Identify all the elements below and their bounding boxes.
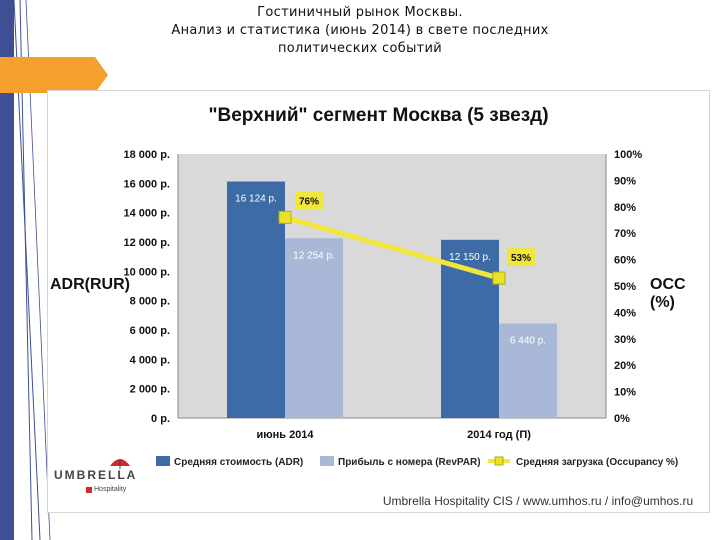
y-tick-label: 10 000 р. (124, 266, 170, 278)
occupancy-data-label: 76% (299, 196, 319, 207)
y-tick-label: 16 000 р. (124, 178, 170, 190)
chart-svg: 0 р. 2 000 р. 4 000 р. 6 000 р. 8 000 р. 10 0… (124, 149, 679, 468)
chart-title: "Верхний" сегмент Москва (5 звезд) (208, 105, 549, 126)
x-tick-label: июнь 2014 (256, 429, 314, 441)
logo-sub-mark (86, 487, 92, 493)
legend-swatch (320, 456, 334, 466)
bar-data-label: 12 254 р. (293, 250, 335, 261)
y2-tick-label: 80% (614, 202, 636, 214)
legend-label: Средняя загрузка (Occupancy %) (516, 457, 678, 468)
y-tick-label: 2 000 р. (130, 384, 170, 396)
umbrella-icon (110, 459, 130, 469)
bar-adr (227, 181, 285, 418)
y2-axis-title: OCC (%) (650, 276, 686, 311)
slide-title-line-1: Гостиничный рынок Москвы. (257, 5, 463, 20)
legend-label: Прибыль с номера (RevPAR) (338, 456, 481, 468)
y-tick-label: 18 000 р. (124, 149, 170, 161)
accent-tab (0, 57, 108, 93)
y2-tick-label: 60% (614, 255, 636, 267)
y-tick-label: 0 р. (151, 413, 170, 425)
x-tick-label: 2014 год (П) (467, 429, 531, 441)
company-logo: UMBRELLA Hospitality (54, 450, 144, 502)
bar-revpar (499, 323, 557, 418)
occupancy-label-box (295, 191, 323, 210)
y2-tick-label: 50% (614, 281, 636, 293)
y2-tick-label: 90% (614, 175, 636, 187)
y2-tick-label: 70% (614, 228, 636, 240)
occupancy-point (492, 271, 506, 285)
y-tick-label: 4 000 р. (130, 354, 170, 366)
y-tick-label: 14 000 р. (124, 208, 170, 220)
y2-tick-label: 40% (614, 307, 636, 319)
y-tick-label: 6 000 р. (130, 325, 170, 337)
bar-data-label: 12 150 р. (449, 252, 491, 263)
y2-tick-label: 100% (614, 149, 642, 161)
y2-tick-label: 0% (614, 413, 630, 425)
footer-contacts: Umbrella Hospitality CIS / www.umhos.ru … (382, 494, 694, 508)
y-tick-label: 12 000 р. (124, 237, 170, 249)
occupancy-line (284, 214, 500, 281)
occupancy-data-label: 53% (511, 253, 531, 264)
slide-title-line-3: политических событий (277, 41, 443, 56)
chart-frame: "Верхний" сегмент Москва (5 звезд) ADR(R… (47, 90, 710, 513)
bar-data-label: 16 124 р. (235, 194, 277, 205)
logo-subtitle: Hospitality (94, 486, 127, 493)
left-accent-band (0, 0, 14, 540)
legend-marker (494, 456, 504, 466)
logo-text: UMBRELLA (54, 468, 138, 482)
y2-tick-label: 10% (614, 387, 636, 399)
slide-title: Гостиничный рынок Москвы. Анализ и стати… (120, 4, 600, 58)
y2-tick-label: 20% (614, 360, 636, 372)
bar-data-label: 6 440 р. (510, 336, 546, 347)
legend-swatch (156, 456, 170, 466)
occupancy-label-box (507, 248, 535, 267)
legend-label: Средняя стоимость (ADR) (174, 457, 303, 468)
y-axis-title: ADR(RUR) (50, 276, 130, 293)
y2-tick-label: 30% (614, 334, 636, 346)
y-tick-label: 8 000 р. (130, 296, 170, 308)
slide-title-line-2: Анализ и статистика (июнь 2014) в свете … (171, 23, 549, 38)
bar-revpar (285, 238, 343, 418)
occupancy-point (278, 210, 292, 224)
